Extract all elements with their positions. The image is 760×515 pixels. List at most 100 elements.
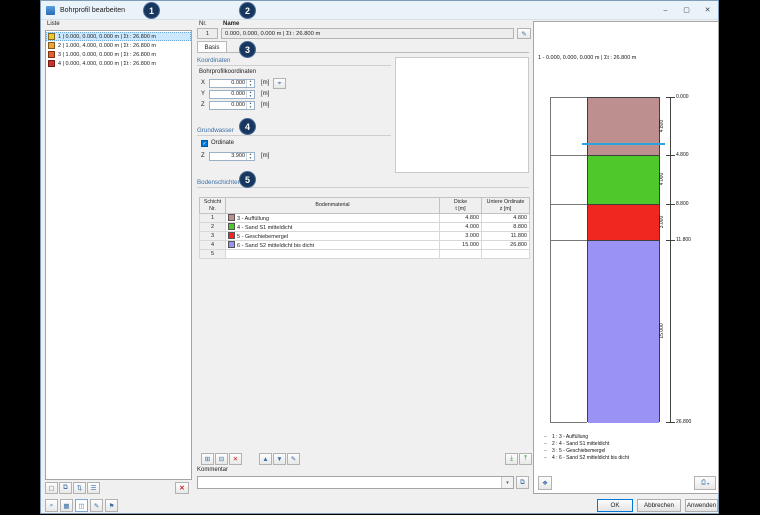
clear-layers-button[interactable]: ✕	[229, 453, 242, 465]
flag-button[interactable]: ⚑	[105, 499, 118, 512]
dimension-tick	[666, 240, 675, 241]
library-import-button[interactable]: ⤓	[505, 453, 518, 465]
soil-layers-table[interactable]: Schicht Nr. Bodenmaterial Dicke t [m] Unte…	[199, 197, 530, 259]
coord-z-value[interactable]: 0.000	[231, 102, 245, 108]
copy-profile-button[interactable]: ⧉	[59, 482, 72, 494]
thickness-label: 3.000	[659, 215, 665, 229]
close-button[interactable]: ✕	[704, 7, 711, 14]
grid-view-button[interactable]: ▦	[60, 499, 73, 512]
soil-layer-row[interactable]: 3 5 - Geschiebemergel 3.000 11.800	[199, 231, 530, 241]
profile-list[interactable]: 1 | 0.000, 0.000, 0.000 m | Σt : 26.800 …	[45, 30, 192, 480]
table-cell[interactable]	[225, 249, 440, 259]
move-layer-down-button[interactable]: ▼	[273, 453, 286, 465]
edit-layer-button[interactable]: ✎	[287, 453, 300, 465]
table-cell[interactable]: 15.000	[439, 240, 482, 250]
coord-z-label: Z	[201, 102, 205, 108]
maximize-button[interactable]: ▢	[683, 7, 690, 14]
spin-up-icon[interactable]: ▲	[249, 152, 252, 156]
coord-x-input[interactable]: 0.000 ▲ ▼	[209, 79, 255, 88]
coord-z-input[interactable]: 0.000 ▲ ▼	[209, 101, 255, 110]
ordinate-checkbox-label[interactable]: Ordinate	[211, 140, 235, 146]
gw-z-input[interactable]: 3.900 ▲ ▼	[209, 152, 255, 161]
table-cell[interactable]: 5 - Geschiebemergel	[225, 231, 440, 241]
coord-y-input[interactable]: 0.000 ▲ ▼	[209, 90, 255, 99]
legend-dash: ‒	[544, 441, 547, 447]
move-layer-up-button[interactable]: ▲	[259, 453, 272, 465]
list-item[interactable]: 1 | 0.000, 0.000, 0.000 m | Σt : 26.800 …	[46, 32, 191, 41]
coord-z-stepper[interactable]: ▲ ▼	[246, 102, 254, 109]
pick-coordinates-button[interactable]: ⌖	[273, 78, 286, 89]
ordinate-checkbox[interactable]: ✓	[201, 140, 208, 147]
delete-profile-button[interactable]: ✕	[175, 482, 189, 494]
coord-z-unit: [m]	[261, 102, 270, 108]
table-cell[interactable]: 2	[199, 222, 226, 232]
boundary-connector-line	[550, 422, 587, 423]
spin-up-icon[interactable]: ▲	[249, 101, 252, 105]
edit-mode-button[interactable]: ✎	[90, 499, 103, 512]
chevron-down-icon[interactable]: ▾	[501, 477, 513, 488]
table-cell[interactable]: 5	[199, 249, 226, 259]
list-item[interactable]: 2 | 1.000, 4.000, 0.000 m | Σt : 26.800 …	[46, 41, 191, 50]
table-cell[interactable]	[439, 249, 482, 259]
list-item-label: 4 | 0.000, 4.000, 0.000 m | Σt : 26.800 …	[58, 60, 156, 67]
list-item[interactable]: 3 | 1.000, 0.000, 0.000 m | Σt : 26.800 …	[46, 50, 191, 59]
table-cell[interactable]: 4.800	[439, 213, 482, 223]
ok-button[interactable]: OK	[597, 499, 633, 512]
boundary-connector-line	[550, 97, 587, 98]
table-cell[interactable]: 4.800	[481, 213, 530, 223]
table-cell[interactable]: 6 - Sand S2 mitteldicht bis dicht	[225, 240, 440, 250]
minimize-button[interactable]: –	[663, 6, 668, 14]
thickness-label: 4.000	[659, 173, 665, 186]
soil-layer-row[interactable]: 1 3 - Auffüllung 4.800 4.800	[199, 213, 530, 223]
table-cell[interactable]: 11.800	[481, 231, 530, 241]
callout-badge-4: 4	[239, 118, 256, 135]
table-cell[interactable]: 4.000	[439, 222, 482, 232]
view-options-button[interactable]: ❖	[538, 476, 552, 490]
table-cell[interactable]: 3.000	[439, 231, 482, 241]
spin-down-icon[interactable]: ▼	[249, 155, 252, 160]
zoom-button[interactable]: ⌕	[45, 499, 58, 512]
table-cell[interactable]	[481, 249, 530, 259]
name-field[interactable]: 0.000, 0.000, 0.000 m | Σt : 26.800 m	[221, 28, 514, 39]
library-export-button[interactable]: ⤒	[519, 453, 532, 465]
cancel-button[interactable]: Abbrechen	[637, 499, 681, 512]
new-profile-button[interactable]: ▢	[45, 482, 58, 494]
coord-x-value[interactable]: 0.000	[231, 80, 245, 86]
table-cell[interactable]: 4 - Sand S1 mitteldicht	[225, 222, 440, 232]
soil-layer-row[interactable]: 5	[199, 249, 530, 259]
apply-button[interactable]: Anwenden	[685, 499, 718, 512]
spin-down-icon[interactable]: ▼	[249, 93, 252, 98]
tab-basis[interactable]: Basis	[197, 41, 227, 53]
gw-z-stepper[interactable]: ▲ ▼	[246, 153, 254, 160]
select-profile-button[interactable]: ☰	[87, 482, 100, 494]
remove-layer-button[interactable]: ⊟	[215, 453, 228, 465]
spin-up-icon[interactable]: ▲	[249, 79, 252, 83]
kommentar-combobox[interactable]: ▾	[197, 476, 514, 489]
list-item[interactable]: 4 | 0.000, 4.000, 0.000 m | Σt : 26.800 …	[46, 59, 191, 68]
table-cell[interactable]: 26.800	[481, 240, 530, 250]
soil-layer-row[interactable]: 2 4 - Sand S1 mitteldicht 4.000 8.800	[199, 222, 530, 232]
spin-down-icon[interactable]: ▼	[249, 82, 252, 87]
add-layer-button[interactable]: ⊞	[201, 453, 214, 465]
copy-comment-button[interactable]: ⧉	[516, 476, 529, 489]
coord-y-value[interactable]: 0.000	[231, 91, 245, 97]
preview-title: 1 - 0.000, 0.000, 0.000 m | Σt : 26.800 …	[538, 55, 637, 61]
table-cell[interactable]: 1	[199, 213, 226, 223]
table-cell[interactable]: 8.800	[481, 222, 530, 232]
print-button[interactable]: ⎙ ▾	[694, 476, 716, 490]
gw-z-value[interactable]: 3.900	[231, 153, 245, 159]
renumber-profile-button[interactable]: ⇅	[73, 482, 86, 494]
coord-y-stepper[interactable]: ▲ ▼	[246, 91, 254, 98]
spin-up-icon[interactable]: ▲	[249, 90, 252, 94]
gw-z-label: Z	[201, 153, 205, 159]
edit-name-button[interactable]: ✎	[517, 28, 531, 39]
panel-layout-button[interactable]: ◫	[75, 499, 88, 512]
table-cell[interactable]: 3 - Auffüllung	[225, 213, 440, 223]
spin-down-icon[interactable]: ▼	[249, 104, 252, 109]
soil-layer-block	[588, 156, 659, 205]
soil-layer-row[interactable]: 4 6 - Sand S2 mitteldicht bis dicht 15.000…	[199, 240, 530, 250]
coord-x-stepper[interactable]: ▲ ▼	[246, 80, 254, 87]
table-cell[interactable]: 4	[199, 240, 226, 250]
boundary-connector-line	[550, 240, 587, 241]
table-cell[interactable]: 3	[199, 231, 226, 241]
